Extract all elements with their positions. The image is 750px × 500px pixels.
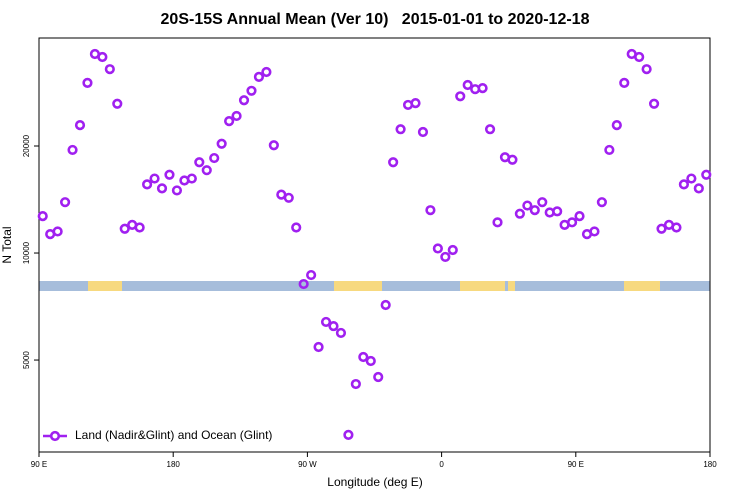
point bbox=[283, 192, 294, 203]
point bbox=[209, 152, 220, 164]
point bbox=[492, 217, 503, 228]
point bbox=[678, 179, 690, 190]
point bbox=[686, 173, 697, 184]
point bbox=[432, 243, 443, 254]
point bbox=[388, 157, 399, 168]
land-strip bbox=[460, 281, 505, 291]
point bbox=[566, 217, 578, 228]
point bbox=[619, 77, 630, 89]
point bbox=[37, 211, 48, 222]
point bbox=[149, 173, 160, 184]
point bbox=[634, 51, 645, 63]
point bbox=[648, 98, 660, 109]
point bbox=[701, 169, 712, 180]
point bbox=[574, 211, 585, 222]
point bbox=[253, 71, 265, 82]
point bbox=[373, 371, 384, 383]
x-tick-label: 0 bbox=[439, 460, 444, 469]
point bbox=[246, 85, 257, 96]
point bbox=[604, 144, 615, 156]
point bbox=[164, 169, 175, 180]
legend-label: Land (Nadir&Glint) and Ocean (Glint) bbox=[75, 428, 272, 442]
point bbox=[59, 197, 71, 208]
point bbox=[238, 95, 250, 106]
x-tick-label: 90 E bbox=[568, 460, 584, 469]
plot-frame bbox=[38, 37, 711, 453]
x-tick-label: 90 W bbox=[298, 460, 317, 469]
point bbox=[484, 124, 496, 135]
x-tick-label: 90 E bbox=[31, 460, 47, 469]
point bbox=[291, 222, 302, 233]
y-tick-label: 20000 bbox=[22, 134, 31, 157]
point bbox=[537, 197, 548, 208]
point bbox=[268, 140, 279, 151]
point bbox=[596, 197, 607, 208]
point bbox=[589, 226, 600, 237]
land-strip bbox=[508, 281, 515, 291]
point bbox=[171, 185, 183, 196]
point bbox=[343, 429, 354, 440]
point bbox=[335, 327, 347, 339]
point bbox=[529, 205, 540, 216]
point bbox=[417, 126, 429, 138]
point bbox=[119, 223, 130, 234]
point bbox=[201, 165, 212, 176]
point bbox=[328, 320, 339, 332]
y-tick-label: 5000 bbox=[22, 351, 31, 369]
land-strip bbox=[624, 281, 660, 291]
point bbox=[447, 244, 458, 256]
surface-strip bbox=[39, 281, 710, 291]
legend-marker bbox=[49, 430, 61, 442]
point bbox=[216, 138, 227, 149]
point bbox=[134, 222, 145, 233]
point bbox=[104, 64, 115, 75]
point bbox=[552, 206, 563, 217]
point bbox=[186, 173, 197, 184]
point bbox=[477, 83, 488, 94]
point bbox=[194, 157, 205, 168]
point bbox=[522, 200, 533, 211]
point bbox=[97, 51, 108, 63]
point bbox=[656, 223, 667, 234]
y-tick-label: 10000 bbox=[22, 241, 31, 264]
point bbox=[350, 378, 361, 390]
point bbox=[82, 77, 93, 89]
point bbox=[462, 79, 473, 91]
point bbox=[112, 98, 123, 109]
point bbox=[671, 222, 682, 233]
point bbox=[224, 116, 235, 127]
point bbox=[306, 269, 317, 281]
point bbox=[320, 316, 332, 328]
point bbox=[52, 226, 63, 237]
point bbox=[514, 208, 525, 219]
point bbox=[507, 154, 518, 165]
point bbox=[425, 205, 436, 216]
x-tick-label: 180 bbox=[167, 460, 181, 469]
x-axis-label: Longitude (deg E) bbox=[327, 475, 422, 489]
point bbox=[455, 91, 466, 102]
point bbox=[261, 66, 272, 78]
point bbox=[395, 124, 406, 135]
x-tick-label: 180 bbox=[703, 460, 717, 469]
land-strip bbox=[88, 281, 122, 291]
point bbox=[440, 251, 451, 263]
point bbox=[231, 110, 242, 122]
y-axis-label: N Total bbox=[0, 226, 14, 263]
point bbox=[298, 278, 309, 290]
point bbox=[67, 144, 78, 156]
point bbox=[313, 341, 324, 353]
chart-title: 20S-15S Annual Mean (Ver 10) 2015-01-01 … bbox=[161, 11, 590, 28]
point bbox=[358, 351, 369, 363]
point bbox=[380, 299, 391, 311]
point bbox=[693, 183, 704, 194]
point bbox=[611, 120, 622, 131]
land-strip bbox=[334, 281, 382, 291]
point bbox=[142, 179, 153, 190]
point bbox=[641, 64, 652, 75]
point bbox=[156, 183, 168, 194]
point bbox=[410, 98, 421, 109]
point bbox=[74, 120, 86, 131]
point bbox=[365, 355, 376, 367]
